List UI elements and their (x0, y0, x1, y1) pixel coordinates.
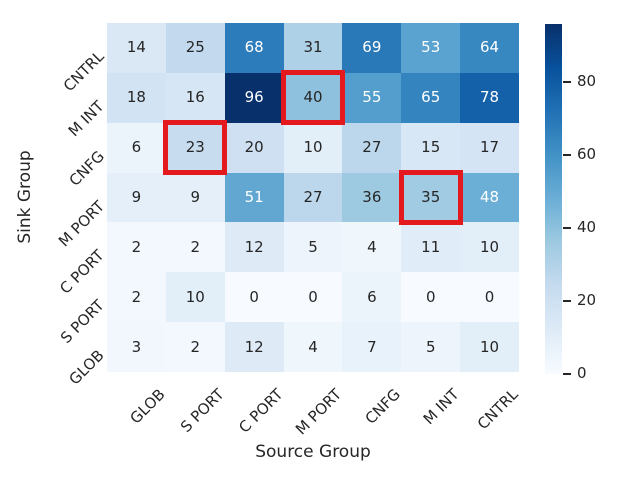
heatmap-cell: 27 (342, 122, 402, 173)
y-tick-label: M INT (65, 97, 109, 140)
heatmap-cell: 0 (460, 272, 519, 323)
heatmap-cell: 2 (107, 222, 166, 273)
heatmap-cell: 35 (401, 172, 461, 223)
heatmap-cell: 4 (342, 222, 402, 273)
heatmap-cell: 25 (165, 23, 225, 73)
heatmap-cell: 2 (165, 222, 225, 273)
heatmap-cell: 4 (283, 322, 343, 372)
heatmap-cell: 23 (165, 122, 225, 173)
colorbar-tick-mark (563, 373, 571, 375)
heatmap-cell: 69 (342, 23, 402, 73)
heatmap-cell: 14 (107, 23, 166, 73)
heatmap-cell: 5 (401, 322, 461, 372)
heatmap-cell: 18 (107, 72, 166, 123)
y-tick-label: CNFG (65, 146, 109, 190)
heatmap-cell: 2 (107, 272, 166, 323)
heatmap-cell: 5 (283, 222, 343, 273)
colorbar-tick-mark (563, 227, 571, 230)
heatmap-cell: 17 (460, 122, 519, 173)
colorbar (545, 24, 562, 374)
heatmap-cell: 10 (165, 272, 225, 323)
heatmap-cell: 12 (224, 222, 284, 273)
heatmap-cell: 10 (460, 322, 519, 372)
heatmap-cell: 10 (460, 222, 519, 273)
colorbar-tick-mark (563, 300, 571, 303)
heatmap-cell: 64 (460, 23, 519, 73)
y-axis-title: Sink Group (15, 150, 35, 244)
x-tick-label: CNFG (361, 385, 404, 428)
heatmap-cell: 78 (460, 72, 519, 123)
heatmap-cell: 15 (401, 122, 461, 173)
heatmap-cell: 53 (401, 23, 461, 73)
heatmap-cell: 2 (165, 322, 225, 372)
heatmap-cell: 36 (342, 172, 402, 223)
y-tick-label: M PORT (54, 196, 109, 250)
heatmap-cell: 20 (224, 122, 284, 173)
heatmap-cell: 10 (283, 122, 343, 173)
heatmap-cell: 6 (342, 272, 402, 323)
heatmap-cell: 12 (224, 322, 284, 372)
x-tick-label: CNTRL (473, 385, 522, 434)
heatmap-cell: 48 (460, 172, 519, 223)
heatmap-cell: 0 (283, 272, 343, 323)
heatmap-cell: 7 (342, 322, 402, 372)
x-tick-label: GLOB (126, 385, 169, 428)
y-tick-label: CNTRL (60, 47, 109, 96)
colorbar-tick-mark (563, 154, 571, 157)
y-tick-label: C PORT (56, 246, 109, 298)
y-tick-label: GLOB (65, 346, 109, 389)
colorbar-tick-label: 0 (577, 363, 587, 382)
heatmap-cell: 9 (165, 172, 225, 223)
heatmap-cell: 0 (224, 272, 284, 323)
heatmap-cell: 27 (283, 172, 343, 223)
heatmap-cell: 0 (401, 272, 461, 323)
x-axis-title: Source Group (255, 442, 371, 462)
heatmap-cell: 3 (107, 322, 166, 372)
heatmap-cell: 68 (224, 23, 284, 73)
heatmap-cell: 6 (107, 122, 166, 173)
heatmap-cell: 51 (224, 172, 284, 223)
heatmap-cell: 31 (283, 23, 343, 73)
colorbar-tick-label: 40 (577, 217, 597, 236)
colorbar-tick-label: 20 (577, 290, 597, 309)
heatmap-cell: 40 (283, 72, 343, 123)
heatmap-cell: 11 (401, 222, 461, 273)
colorbar-tick-label: 60 (577, 145, 597, 163)
heatmap-grid: 14 25 68 31 69 53 64 18 16 96 40 55 65 78 6 23 20 10 27 15 1… (107, 23, 519, 372)
x-tick-label: S PORT (176, 385, 228, 436)
heatmap-cell: 9 (107, 172, 166, 223)
heatmap-cell: 16 (165, 72, 225, 123)
heatmap-cell: 96 (224, 72, 284, 123)
heatmap-cell: 55 (342, 72, 402, 123)
colorbar-tick-label: 80 (577, 72, 597, 91)
heatmap-cell: 65 (401, 72, 461, 123)
x-tick-label: M INT (419, 385, 463, 429)
y-tick-label: S PORT (57, 296, 109, 348)
x-tick-label: C PORT (234, 385, 287, 437)
colorbar-tick-mark (563, 81, 571, 84)
x-tick-label: M PORT (291, 385, 346, 439)
